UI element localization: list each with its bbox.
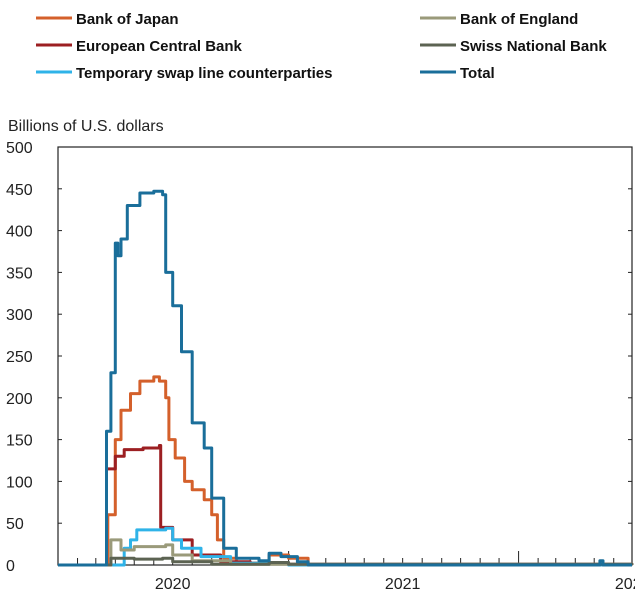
plot-frame <box>57 146 633 566</box>
series-line-total <box>58 189 632 567</box>
x-tick-label: 2022 <box>615 576 635 593</box>
y-tick-label: 500 <box>6 140 33 157</box>
legend-item: Bank of England <box>420 11 578 28</box>
series-line-bank-of-japan <box>58 375 632 567</box>
y-tick-label: 200 <box>6 391 33 408</box>
y-axis-title: Billions of U.S. dollars <box>8 118 164 135</box>
series-line-bank-of-england <box>58 538 634 567</box>
y-tick-label: 350 <box>6 265 33 282</box>
legend-item: Total <box>420 65 495 82</box>
legend-label-temporary-swap-line-counterparties: Temporary swap line counterparties <box>76 65 332 82</box>
legend-label-bank-of-japan: Bank of Japan <box>76 11 179 28</box>
legend-label-total: Total <box>460 65 495 82</box>
y-tick-label: 300 <box>6 307 33 324</box>
chart-legend: Bank of Japan European Central Bank Temp… <box>36 11 607 82</box>
y-tick-label: 250 <box>6 349 33 366</box>
legend-item: Swiss National Bank <box>420 38 607 55</box>
legend-item: European Central Bank <box>36 38 243 55</box>
legend-label-swiss-national-bank: Swiss National Bank <box>460 38 607 55</box>
x-axis-ticks: 2020 2021 2022 <box>57 551 635 593</box>
y-tick-label: 0 <box>6 558 15 575</box>
legend-item: Bank of Japan <box>36 11 179 28</box>
y-tick-label: 100 <box>6 474 33 491</box>
legend-label-european-central-bank: European Central Bank <box>76 38 243 55</box>
y-tick-label: 50 <box>6 516 24 533</box>
chart-series <box>58 189 634 567</box>
y-axis-ticks: 0 50 100 150 200 250 300 350 400 450 500 <box>6 140 632 575</box>
legend-item: Temporary swap line counterparties <box>36 65 332 82</box>
x-tick-label: 2020 <box>155 576 191 593</box>
legend-label-bank-of-england: Bank of England <box>460 11 578 28</box>
y-tick-label: 450 <box>6 182 33 199</box>
y-tick-label: 400 <box>6 224 33 241</box>
x-tick-label: 2021 <box>385 576 421 593</box>
y-tick-label: 150 <box>6 433 33 450</box>
series-line-swiss-national-bank <box>58 556 634 567</box>
